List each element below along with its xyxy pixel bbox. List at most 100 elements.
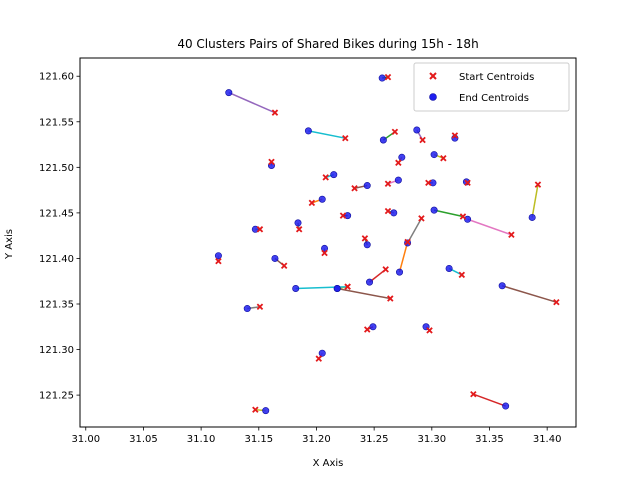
legend-end-label: End Centroids	[459, 93, 529, 104]
x-axis-label: X Axis	[313, 458, 344, 469]
legend: Start Centroids End Centroids	[413, 62, 570, 112]
end-centroid-16	[318, 195, 326, 203]
end-centroid-20	[464, 215, 472, 223]
start-centroid-4	[391, 128, 399, 136]
pair-line-20	[467, 218, 512, 236]
pair-line-33	[337, 287, 391, 300]
start-centroid-1	[384, 73, 392, 81]
y-tick-label: 121.30	[39, 345, 74, 356]
end-centroid-13	[363, 182, 371, 190]
start-centroid-39	[470, 390, 477, 398]
start-centroid-26	[215, 257, 222, 265]
start-centroid-27	[280, 262, 288, 269]
end-centroid-34	[498, 282, 506, 290]
end-centroid-26	[214, 252, 222, 260]
legend-start-marker	[429, 72, 437, 80]
end-centroid-24	[363, 241, 371, 249]
start-centroid-23	[418, 215, 425, 222]
end-centroid-21	[294, 219, 302, 227]
end-centroid-36	[369, 323, 377, 331]
start-centroid-25	[321, 249, 328, 257]
y-tick-label: 121.50	[39, 163, 74, 174]
end-centroid-9	[398, 153, 406, 161]
end-centroid-5	[413, 126, 421, 134]
chart-title: 40 Clusters Pairs of Shared Bikes during…	[177, 37, 478, 51]
pair-line-19	[433, 209, 464, 218]
start-centroid-5	[419, 136, 426, 144]
pair-line-28	[398, 241, 409, 273]
end-centroid-25	[321, 244, 329, 252]
end-centroid-32	[292, 285, 300, 293]
y-tick-label: 121.40	[39, 254, 74, 265]
end-centroid-11	[429, 179, 437, 187]
start-centroid-3	[342, 134, 349, 142]
legend-start-label: Start Centroids	[459, 72, 534, 83]
start-centroid-11	[425, 179, 432, 187]
pair-line-15	[531, 184, 539, 218]
start-centroid-22	[256, 226, 264, 233]
start-centroid-20	[508, 231, 515, 238]
start-centroid-38	[315, 355, 323, 362]
start-centroid-34	[553, 298, 560, 306]
y-tick-label: 121.25	[39, 391, 74, 402]
end-centroid-27	[271, 254, 279, 262]
end-centroid-22	[251, 225, 259, 233]
end-centroid-39	[502, 402, 510, 410]
start-centroid-32	[344, 283, 351, 290]
start-centroid-9	[395, 159, 402, 167]
end-centroid-30	[366, 278, 374, 286]
x-tick-label: 31.10	[187, 434, 216, 445]
end-centroid-17	[344, 212, 352, 220]
start-centroid-15	[534, 181, 542, 188]
end-centroid-4	[379, 136, 387, 144]
end-centroid-33	[333, 285, 341, 293]
x-tick-label: 31.30	[417, 434, 446, 445]
pair-line-34	[501, 285, 557, 303]
pair-line-23	[406, 217, 423, 244]
pair-line-2	[228, 91, 276, 114]
start-centroid-8	[440, 154, 447, 162]
plot-frame	[79, 57, 577, 428]
start-centroid-28	[404, 238, 411, 246]
legend-box	[413, 62, 570, 112]
end-centroid-2	[225, 89, 233, 97]
end-centroid-19	[430, 206, 438, 214]
start-centroid-13	[351, 185, 358, 192]
end-centroid-29	[445, 264, 453, 272]
y-tick-label: 121.35	[39, 300, 74, 311]
end-centroid-1	[378, 74, 386, 82]
legend-end-marker	[429, 93, 437, 101]
start-centroid-18	[384, 207, 392, 215]
end-centroid-14	[394, 176, 402, 184]
pair-line-39	[473, 393, 506, 407]
y-tick-label: 121.55	[39, 117, 74, 128]
end-centroid-28	[396, 268, 404, 276]
start-centroid-33	[387, 295, 394, 302]
start-centroid-12	[464, 179, 471, 187]
start-centroid-7	[268, 158, 275, 166]
start-centroid-10	[322, 174, 329, 181]
end-centroid-15	[528, 213, 536, 221]
start-centroid-36	[363, 326, 371, 333]
start-centroid-37	[426, 327, 433, 334]
y-axis-ticks: 121.25 121.30 121.35 121.40 121.45 121.50 121.…	[39, 72, 80, 402]
end-centroid-18	[390, 209, 398, 217]
start-centroid-2	[271, 109, 279, 116]
y-axis-label: Y Axis	[4, 229, 15, 260]
x-tick-label: 31.35	[475, 434, 504, 445]
start-centroid-29	[458, 271, 466, 279]
x-tick-label: 31.25	[360, 434, 389, 445]
pair-line-3	[308, 130, 346, 139]
start-centroid-30	[382, 266, 389, 273]
x-tick-label: 31.20	[302, 434, 331, 445]
end-centroid-8	[430, 151, 438, 159]
end-centroid-40	[262, 407, 270, 415]
start-centroid-24	[361, 235, 369, 242]
x-tick-label: 31.15	[244, 434, 273, 445]
end-centroid-10	[330, 171, 338, 179]
x-tick-label: 31.40	[533, 434, 562, 445]
start-centroid-21	[295, 226, 303, 233]
y-tick-label: 121.45	[39, 208, 74, 219]
end-centroid-3	[304, 127, 312, 135]
